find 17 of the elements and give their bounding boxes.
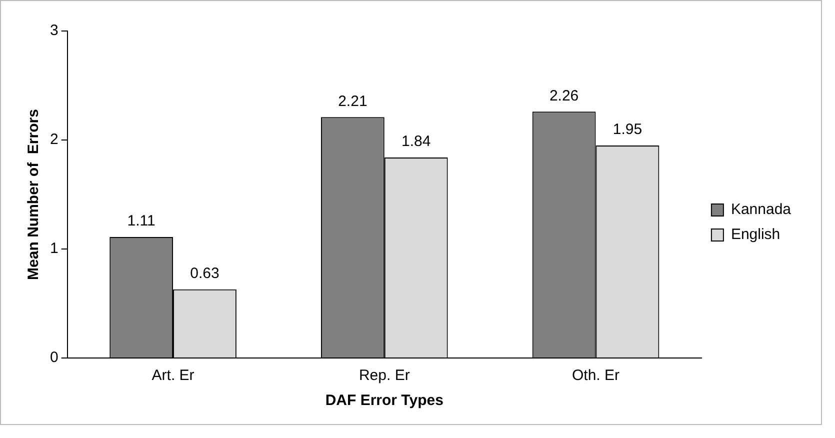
legend-label: English xyxy=(730,226,780,244)
x-tick-label: Rep. Er xyxy=(358,367,410,384)
data-label: 1.84 xyxy=(401,133,431,150)
x-axis-title: DAF Error Types xyxy=(325,392,444,410)
y-tick-label: 3 xyxy=(50,22,58,40)
data-label: 2.21 xyxy=(338,92,368,110)
data-label: 1.95 xyxy=(612,121,642,138)
y-axis-title: Mean Number of Errors xyxy=(25,109,42,280)
x-tick-label: Art. Er xyxy=(152,367,194,384)
data-label: 2.26 xyxy=(549,87,579,104)
y-tick-label: 1 xyxy=(50,240,58,258)
y-tick-label: 0 xyxy=(50,349,58,366)
legend-label: Kannada xyxy=(730,201,792,218)
data-label: 1.11 xyxy=(127,212,156,230)
data-label: 0.63 xyxy=(190,264,220,282)
x-tick-label: Oth. Er xyxy=(572,367,620,384)
y-tick-label: 2 xyxy=(50,131,58,148)
